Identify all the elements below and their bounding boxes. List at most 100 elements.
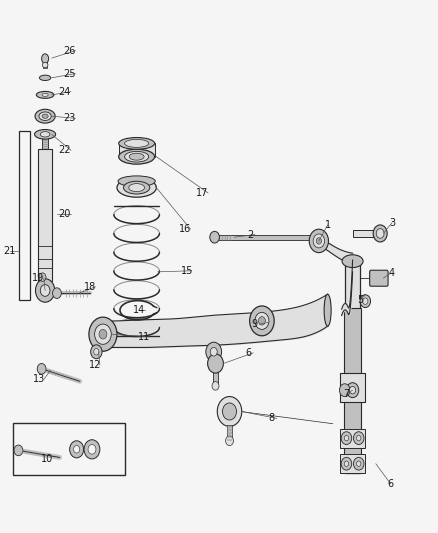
Circle shape (210, 348, 217, 356)
Circle shape (258, 317, 265, 325)
Circle shape (95, 324, 111, 344)
Bar (353, 230, 379, 237)
Circle shape (309, 229, 328, 253)
Ellipse shape (118, 176, 155, 187)
Bar (13, 423, 125, 475)
Circle shape (14, 445, 23, 456)
Circle shape (88, 445, 96, 454)
Ellipse shape (42, 62, 48, 68)
Circle shape (255, 312, 269, 329)
Ellipse shape (119, 149, 155, 164)
Circle shape (341, 457, 352, 470)
Bar (340, 429, 365, 448)
Circle shape (353, 457, 364, 470)
Ellipse shape (35, 109, 55, 123)
Bar (227, 425, 232, 441)
Text: 18: 18 (84, 282, 96, 292)
Bar (215, 235, 315, 240)
Ellipse shape (124, 181, 150, 194)
Circle shape (313, 234, 325, 248)
Text: 6: 6 (246, 348, 252, 358)
Bar (119, 143, 155, 157)
Circle shape (223, 403, 237, 420)
Circle shape (250, 306, 274, 336)
Text: 5: 5 (357, 295, 363, 304)
Circle shape (357, 461, 361, 466)
Circle shape (341, 432, 352, 445)
Text: 25: 25 (63, 69, 75, 78)
Circle shape (363, 298, 368, 304)
Text: 10: 10 (41, 455, 53, 464)
Text: 22: 22 (59, 146, 71, 155)
Text: 14: 14 (133, 305, 145, 315)
Circle shape (37, 364, 46, 374)
Circle shape (353, 432, 364, 445)
Text: 2: 2 (247, 230, 254, 239)
Circle shape (376, 229, 384, 238)
Ellipse shape (342, 255, 363, 268)
Text: 26: 26 (63, 46, 75, 55)
Circle shape (212, 382, 219, 390)
Circle shape (339, 384, 350, 397)
FancyBboxPatch shape (370, 270, 388, 286)
Text: 19: 19 (32, 273, 45, 283)
Bar (344, 308, 361, 473)
Ellipse shape (124, 140, 148, 147)
Circle shape (217, 397, 242, 426)
Circle shape (35, 279, 55, 302)
Ellipse shape (35, 130, 56, 139)
Ellipse shape (39, 112, 51, 120)
Text: 17: 17 (196, 188, 208, 198)
Circle shape (360, 295, 371, 308)
Circle shape (226, 436, 233, 446)
Text: 7: 7 (343, 390, 349, 399)
Text: 15: 15 (181, 266, 194, 276)
Circle shape (84, 440, 100, 459)
Circle shape (40, 285, 50, 296)
Text: 8: 8 (268, 414, 275, 423)
Ellipse shape (42, 93, 48, 96)
Circle shape (350, 386, 356, 394)
Text: 21: 21 (4, 246, 16, 255)
Text: 9: 9 (252, 319, 258, 329)
Bar (345, 263, 360, 473)
Ellipse shape (129, 154, 144, 160)
Circle shape (74, 446, 80, 453)
Ellipse shape (91, 321, 100, 348)
Bar (43, 56, 47, 68)
Bar (38, 149, 53, 281)
Bar (213, 372, 218, 386)
Bar (340, 373, 365, 402)
Text: 12: 12 (89, 360, 102, 370)
Circle shape (39, 273, 46, 281)
Circle shape (357, 435, 361, 441)
Circle shape (344, 461, 349, 466)
Circle shape (208, 354, 223, 373)
Text: 16: 16 (179, 224, 191, 234)
Ellipse shape (36, 92, 54, 99)
Ellipse shape (40, 132, 50, 137)
Circle shape (206, 342, 222, 361)
Text: 24: 24 (59, 87, 71, 96)
Ellipse shape (42, 114, 48, 118)
Text: 3: 3 (389, 218, 395, 228)
Ellipse shape (324, 294, 331, 326)
Circle shape (53, 288, 61, 298)
Circle shape (210, 231, 219, 243)
Circle shape (316, 238, 321, 244)
Text: 1: 1 (325, 220, 331, 230)
Circle shape (373, 225, 387, 242)
Text: 23: 23 (63, 114, 75, 123)
Bar (42, 136, 48, 149)
Circle shape (91, 345, 102, 359)
Circle shape (94, 349, 99, 355)
Text: 20: 20 (59, 209, 71, 219)
Ellipse shape (119, 138, 155, 149)
Text: 13: 13 (33, 375, 46, 384)
Ellipse shape (124, 151, 148, 162)
Text: 4: 4 (388, 268, 394, 278)
Bar (340, 454, 365, 473)
Text: 6: 6 (388, 479, 394, 489)
Text: 11: 11 (138, 332, 151, 342)
Bar (19, 131, 30, 300)
